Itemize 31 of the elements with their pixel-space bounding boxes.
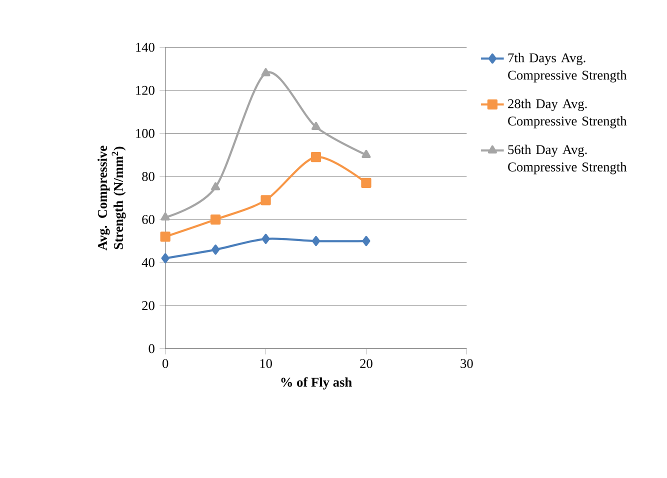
point bbox=[210, 214, 221, 225]
point bbox=[362, 236, 370, 246]
legend-label: 7th Days Avg. Compressive Strength bbox=[508, 52, 627, 82]
y-tick-label: 100 bbox=[136, 128, 154, 138]
legend-label: 28th Day Avg. Compressive Strength bbox=[508, 98, 627, 128]
point bbox=[362, 150, 371, 158]
x-tick-label: 0 bbox=[162, 359, 168, 368]
y-tick-label: 140 bbox=[136, 42, 154, 52]
x-tick-label: 10 bbox=[260, 359, 272, 368]
point bbox=[312, 236, 320, 246]
point bbox=[261, 68, 270, 76]
y-tick-label: 60 bbox=[142, 215, 154, 224]
point bbox=[262, 234, 270, 244]
point bbox=[361, 178, 372, 188]
point bbox=[211, 182, 220, 190]
point bbox=[310, 152, 322, 162]
x-tick-label: 20 bbox=[360, 359, 372, 368]
point bbox=[160, 212, 170, 220]
point bbox=[311, 122, 321, 130]
x-axis-title: % of Fly ash bbox=[281, 377, 352, 390]
point bbox=[161, 253, 170, 264]
point bbox=[260, 195, 271, 206]
y-tick-label: 120 bbox=[136, 86, 154, 95]
point bbox=[160, 232, 170, 242]
legend-label: 56th Day Avg. Compressive Strength bbox=[508, 144, 627, 174]
y-tick-label: 20 bbox=[142, 301, 154, 310]
y-tick-label: 0 bbox=[148, 344, 154, 354]
x-tick-label: 30 bbox=[460, 359, 473, 368]
y-tick-label: 80 bbox=[142, 172, 154, 181]
point bbox=[211, 244, 220, 255]
y-tick-label: 40 bbox=[142, 258, 154, 268]
